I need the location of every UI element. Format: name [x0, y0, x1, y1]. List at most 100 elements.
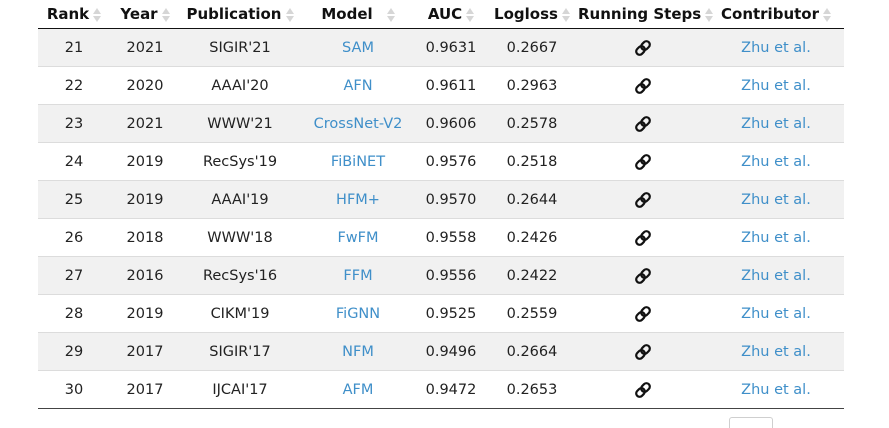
column-header-rank[interactable]: Rank — [38, 0, 110, 29]
sort-icon[interactable] — [161, 7, 170, 23]
logloss-cell: 0.2653 — [486, 370, 578, 409]
sort-icon[interactable] — [561, 7, 570, 23]
column-header-logloss[interactable]: Logloss — [486, 0, 578, 29]
model-link[interactable]: FiGNN — [335, 305, 381, 322]
link-icon[interactable] — [634, 153, 652, 171]
rank-cell: 25 — [38, 180, 110, 219]
model-link[interactable]: NFM — [342, 343, 374, 360]
column-header-publication[interactable]: Publication — [180, 0, 300, 29]
model-link[interactable]: FwFM — [337, 229, 379, 246]
running-steps-cell — [578, 142, 708, 181]
contributor-cell: Zhu et al. — [708, 104, 844, 143]
sort-icon[interactable] — [285, 7, 294, 23]
column-header-year[interactable]: Year — [110, 0, 180, 29]
table-row: 28 2019 CIKM'19 FiGNN 0.9525 0.2559 Zhu et al. — [38, 294, 844, 333]
auc-cell: 0.9611 — [416, 66, 486, 105]
running-steps-cell — [578, 104, 708, 143]
contributor-link[interactable]: Zhu et al. — [741, 229, 811, 246]
publication-cell: WWW'18 — [180, 218, 300, 257]
contributor-link[interactable]: Zhu et al. — [741, 77, 811, 94]
column-header-contributor[interactable]: Contributor — [708, 0, 844, 29]
model-cell: AFN — [300, 66, 416, 105]
publication-cell: SIGIR'21 — [180, 28, 300, 67]
publication-cell: AAAI'19 — [180, 180, 300, 219]
rank-cell: 24 — [38, 142, 110, 181]
model-cell: FwFM — [300, 218, 416, 257]
running-steps-cell — [578, 256, 708, 295]
model-cell: SAM — [300, 28, 416, 67]
sort-icon[interactable] — [93, 7, 102, 23]
logloss-cell: 0.2422 — [486, 256, 578, 295]
contributor-link[interactable]: Zhu et al. — [741, 267, 811, 284]
contributor-link[interactable]: Zhu et al. — [741, 191, 811, 208]
contributor-link[interactable]: Zhu et al. — [741, 305, 811, 322]
pagination-button[interactable] — [729, 417, 773, 428]
contributor-link[interactable]: Zhu et al. — [741, 381, 811, 398]
model-link[interactable]: FiBiNET — [330, 153, 386, 170]
sort-icon[interactable] — [823, 7, 831, 23]
publication-cell: SIGIR'17 — [180, 332, 300, 371]
logloss-cell: 0.2559 — [486, 294, 578, 333]
sort-icon[interactable] — [466, 7, 475, 23]
auc-cell: 0.9472 — [416, 370, 486, 409]
table-row: 27 2016 RecSys'16 FFM 0.9556 0.2422 Zhu et al. — [38, 256, 844, 295]
table-body: 21 2021 SIGIR'21 SAM 0.9631 0.2667 Zhu et al. 2… — [38, 28, 844, 409]
year-cell: 2017 — [110, 332, 180, 371]
contributor-cell: Zhu et al. — [708, 218, 844, 257]
sort-icon[interactable] — [386, 7, 395, 23]
model-link[interactable]: CrossNet-V2 — [313, 115, 403, 132]
logloss-cell: 0.2426 — [486, 218, 578, 257]
link-icon[interactable] — [634, 39, 652, 57]
link-icon[interactable] — [634, 305, 652, 323]
auc-cell: 0.9631 — [416, 28, 486, 67]
model-link[interactable]: AFM — [342, 381, 374, 398]
year-cell: 2019 — [110, 294, 180, 333]
model-link[interactable]: AFN — [343, 77, 373, 94]
link-icon[interactable] — [634, 229, 652, 247]
link-icon[interactable] — [634, 381, 652, 399]
auc-cell: 0.9525 — [416, 294, 486, 333]
table-row: 29 2017 SIGIR'17 NFM 0.9496 0.2664 Zhu et al. — [38, 332, 844, 371]
table-row: 21 2021 SIGIR'21 SAM 0.9631 0.2667 Zhu et al. — [38, 28, 844, 67]
contributor-link[interactable]: Zhu et al. — [741, 153, 811, 170]
running-steps-cell — [578, 218, 708, 257]
logloss-cell: 0.2664 — [486, 332, 578, 371]
link-icon[interactable] — [634, 191, 652, 209]
link-icon[interactable] — [634, 267, 652, 285]
column-header-label: Running Steps — [578, 5, 702, 23]
publication-cell: IJCAI'17 — [180, 370, 300, 409]
model-link[interactable]: HFM+ — [336, 191, 380, 208]
publication-cell: WWW'21 — [180, 104, 300, 143]
column-header-label: Rank — [46, 5, 90, 23]
link-icon[interactable] — [634, 115, 652, 133]
logloss-cell: 0.2518 — [486, 142, 578, 181]
column-header-label: AUC — [427, 5, 463, 23]
running-steps-cell — [578, 66, 708, 105]
auc-cell: 0.9496 — [416, 332, 486, 371]
auc-cell: 0.9570 — [416, 180, 486, 219]
contributor-link[interactable]: Zhu et al. — [741, 343, 811, 360]
link-icon[interactable] — [634, 343, 652, 361]
logloss-cell: 0.2644 — [486, 180, 578, 219]
contributor-link[interactable]: Zhu et al. — [741, 39, 811, 56]
year-cell: 2016 — [110, 256, 180, 295]
year-cell: 2017 — [110, 370, 180, 409]
rank-cell: 23 — [38, 104, 110, 143]
auc-cell: 0.9576 — [416, 142, 486, 181]
column-header-running-steps[interactable]: Running Steps — [578, 0, 714, 29]
column-header-model[interactable]: Model — [300, 0, 416, 29]
model-cell: HFM+ — [300, 180, 416, 219]
sort-icon[interactable] — [705, 7, 714, 23]
logloss-cell: 0.2667 — [486, 28, 578, 67]
model-link[interactable]: FFM — [343, 267, 373, 284]
model-link[interactable]: SAM — [342, 39, 374, 56]
column-header-auc[interactable]: AUC — [416, 0, 486, 29]
contributor-cell: Zhu et al. — [708, 332, 844, 371]
table-row: 30 2017 IJCAI'17 AFM 0.9472 0.2653 Zhu et al. — [38, 370, 844, 409]
rank-cell: 27 — [38, 256, 110, 295]
link-icon[interactable] — [634, 77, 652, 95]
model-cell: FiBiNET — [300, 142, 416, 181]
rank-cell: 21 — [38, 28, 110, 67]
publication-cell: AAAI'20 — [180, 66, 300, 105]
contributor-link[interactable]: Zhu et al. — [741, 115, 811, 132]
